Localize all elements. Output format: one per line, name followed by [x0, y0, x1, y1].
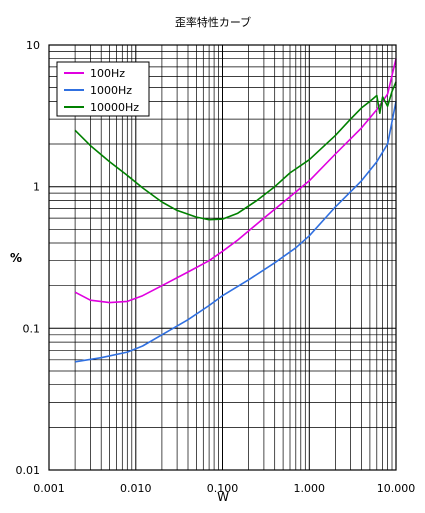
chart-title: 歪率特性カーブ — [175, 15, 251, 29]
x-tick-label: 0.010 — [120, 482, 152, 495]
series-line-100hz — [74, 58, 397, 304]
x-tick-labels: 0.001 0.010 0.100 1.000 10.000 — [33, 482, 415, 495]
x-tick-label: 0.001 — [33, 482, 65, 495]
y-tick-label: 10 — [26, 39, 40, 52]
y-tick-label: 0.1 — [23, 322, 41, 335]
legend-label: 10000Hz — [90, 101, 139, 114]
plot-frame — [48, 44, 397, 471]
y-tick-label: 0.01 — [16, 464, 41, 477]
x-axis-label: W — [217, 490, 229, 504]
series-lines — [74, 58, 397, 363]
series-line-1000hz — [74, 101, 397, 363]
legend-label: 1000Hz — [90, 84, 132, 97]
x-tick-label: 10.000 — [377, 482, 416, 495]
y-tick-labels: 0.01 0.1 1 10 — [16, 39, 41, 477]
x-tick-label: 0.100 — [207, 482, 239, 495]
y-tick-label: 1 — [33, 181, 40, 194]
series-line-10000hz — [74, 81, 397, 221]
legend-label: 100Hz — [90, 67, 125, 80]
legend: 100Hz 1000Hz 10000Hz — [56, 61, 150, 117]
y-axis-label: % — [10, 251, 22, 265]
x-tick-label: 1.000 — [294, 482, 326, 495]
